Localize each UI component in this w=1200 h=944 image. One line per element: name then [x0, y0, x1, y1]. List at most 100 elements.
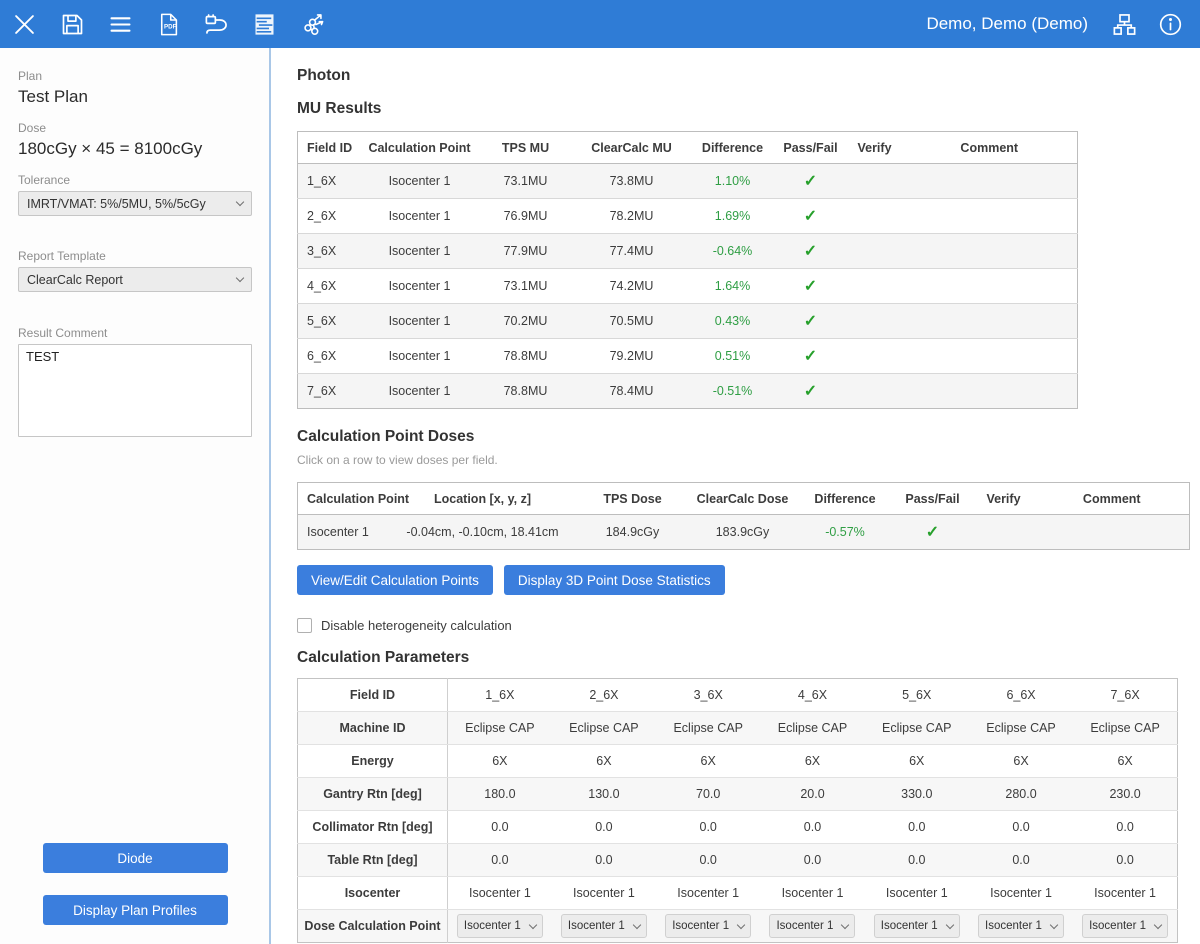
param-row-table: Table Rtn [deg] 0.0 0.0 0.0 0.0 0.0 0.0 …: [298, 844, 1178, 877]
comment-cell[interactable]: [902, 199, 1078, 234]
param-row-dose-calc-point: Dose Calculation Point Isocenter 1 Isoce…: [298, 910, 1178, 943]
main-content: Photon MU Results Field ID Calculation P…: [271, 48, 1200, 944]
report-template-select[interactable]: ClearCalc Report: [18, 267, 252, 292]
view-edit-calc-points-button[interactable]: View/Edit Calculation Points: [297, 565, 493, 595]
mu-results-row[interactable]: 6_6X Isocenter 1 78.8MU 79.2MU 0.51% ✓: [298, 339, 1078, 374]
calc-point-cell: Isocenter 1: [360, 339, 480, 374]
mu-results-title: MU Results: [297, 100, 1200, 118]
verify-cell[interactable]: [848, 199, 902, 234]
calc-point-cell: Isocenter 1: [360, 269, 480, 304]
molecule-export-icon[interactable]: [298, 10, 326, 38]
display-plan-profiles-button[interactable]: Display Plan Profiles: [43, 895, 228, 925]
dose-calc-point-select[interactable]: Isocenter 1: [561, 914, 647, 938]
tps-mu-cell: 70.2MU: [480, 304, 572, 339]
dose-calc-point-select[interactable]: Isocenter 1: [769, 914, 855, 938]
report-document-icon[interactable]: [250, 10, 278, 38]
param-cell: Isocenter 1: [656, 877, 760, 910]
dose-calc-point-select[interactable]: Isocenter 1: [874, 914, 960, 938]
chevron-down-icon: [633, 920, 641, 928]
dose-calc-point-select[interactable]: Isocenter 1: [1082, 914, 1168, 938]
param-cell: 5_6X: [865, 679, 969, 712]
param-cell: Isocenter 1: [865, 877, 969, 910]
param-cell: 0.0: [552, 811, 656, 844]
display-3d-point-dose-stats-button[interactable]: Display 3D Point Dose Statistics: [504, 565, 725, 595]
pass-check-icon: ✓: [774, 234, 848, 269]
column-header: Pass/Fail: [893, 483, 973, 515]
chevron-down-icon: [1154, 920, 1162, 928]
mu-results-row[interactable]: 5_6X Isocenter 1 70.2MU 70.5MU 0.43% ✓: [298, 304, 1078, 339]
pass-check-icon: ✓: [893, 515, 973, 550]
mu-results-row[interactable]: 1_6X Isocenter 1 73.1MU 73.8MU 1.10% ✓: [298, 164, 1078, 199]
mu-results-row[interactable]: 2_6X Isocenter 1 76.9MU 78.2MU 1.69% ✓: [298, 199, 1078, 234]
info-icon[interactable]: [1156, 10, 1184, 38]
verify-cell[interactable]: [848, 374, 902, 409]
param-cell: Isocenter 1: [760, 877, 864, 910]
dose-calc-point-select[interactable]: Isocenter 1: [978, 914, 1064, 938]
param-cell: 130.0: [552, 778, 656, 811]
pdf-report-icon[interactable]: PDF: [154, 10, 182, 38]
dose-value: 180cGy × 45 = 8100cGy: [18, 139, 252, 159]
dose-calc-point-select[interactable]: Isocenter 1: [665, 914, 751, 938]
param-cell: 0.0: [969, 844, 1073, 877]
comment-cell[interactable]: [1035, 515, 1190, 550]
param-cell: Isocenter 1: [448, 877, 552, 910]
tolerance-select[interactable]: IMRT/VMAT: 5%/5MU, 5%/5cGy: [18, 191, 252, 216]
comment-cell[interactable]: [902, 234, 1078, 269]
column-header: Verify: [848, 132, 902, 164]
field-id-cell: 5_6X: [298, 304, 360, 339]
tps-mu-cell: 73.1MU: [480, 269, 572, 304]
param-cell: 0.0: [1073, 844, 1177, 877]
difference-cell: -0.64%: [692, 234, 774, 269]
param-cell: 280.0: [969, 778, 1073, 811]
comment-cell[interactable]: [902, 269, 1078, 304]
close-icon[interactable]: [10, 10, 38, 38]
verify-cell[interactable]: [848, 339, 902, 374]
comment-cell[interactable]: [902, 164, 1078, 199]
mu-results-row[interactable]: 7_6X Isocenter 1 78.8MU 78.4MU -0.51% ✓: [298, 374, 1078, 409]
pass-check-icon: ✓: [774, 164, 848, 199]
save-icon[interactable]: [58, 10, 86, 38]
plan-value: Test Plan: [18, 87, 252, 107]
dose-calc-point-value: Isocenter 1: [568, 920, 625, 932]
param-cell: 3_6X: [656, 679, 760, 712]
param-cell: 0.0: [865, 844, 969, 877]
comment-cell[interactable]: [902, 304, 1078, 339]
disable-heterogeneity-checkbox[interactable]: [297, 618, 312, 633]
verify-cell[interactable]: [848, 269, 902, 304]
modality-title: Photon: [297, 67, 1200, 85]
column-header: Location [x, y, z]: [388, 483, 578, 515]
calc-point-dose-row[interactable]: Isocenter 1 -0.04cm, -0.10cm, 18.41cm 18…: [298, 515, 1190, 550]
param-row-isocenter: Isocenter Isocenter 1 Isocenter 1 Isocen…: [298, 877, 1178, 910]
comment-cell[interactable]: [902, 374, 1078, 409]
column-header: TPS MU: [480, 132, 572, 164]
chevron-down-icon: [841, 920, 849, 928]
verify-cell[interactable]: [848, 164, 902, 199]
pass-check-icon: ✓: [774, 199, 848, 234]
field-id-cell: 6_6X: [298, 339, 360, 374]
param-cell: Isocenter 1: [552, 877, 656, 910]
param-row-gantry: Gantry Rtn [deg] 180.0 130.0 70.0 20.0 3…: [298, 778, 1178, 811]
param-cell: 0.0: [1073, 811, 1177, 844]
column-header: Difference: [798, 483, 893, 515]
difference-cell: 1.10%: [692, 164, 774, 199]
dose-calc-point-select[interactable]: Isocenter 1: [457, 914, 543, 938]
verify-cell[interactable]: [848, 304, 902, 339]
mu-results-row[interactable]: 3_6X Isocenter 1 77.9MU 77.4MU -0.64% ✓: [298, 234, 1078, 269]
verify-cell[interactable]: [973, 515, 1035, 550]
difference-cell: 0.43%: [692, 304, 774, 339]
menu-icon[interactable]: [106, 10, 134, 38]
param-cell: 7_6X: [1073, 679, 1177, 712]
cable-connect-icon[interactable]: [202, 10, 230, 38]
verify-cell[interactable]: [848, 234, 902, 269]
diode-button[interactable]: Diode: [43, 843, 228, 873]
mu-results-table: Field ID Calculation Point TPS MU ClearC…: [297, 131, 1078, 409]
calc-point-cell: Isocenter 1: [360, 199, 480, 234]
comment-cell[interactable]: [902, 339, 1078, 374]
mu-results-row[interactable]: 4_6X Isocenter 1 73.1MU 74.2MU 1.64% ✓: [298, 269, 1078, 304]
result-comment-input[interactable]: TEST: [18, 344, 252, 437]
sitemap-icon[interactable]: [1110, 10, 1138, 38]
param-row-label: Collimator Rtn [deg]: [298, 811, 448, 844]
tps-mu-cell: 76.9MU: [480, 199, 572, 234]
calc-point-doses-table: Calculation Point Location [x, y, z] TPS…: [297, 482, 1190, 550]
tps-mu-cell: 77.9MU: [480, 234, 572, 269]
